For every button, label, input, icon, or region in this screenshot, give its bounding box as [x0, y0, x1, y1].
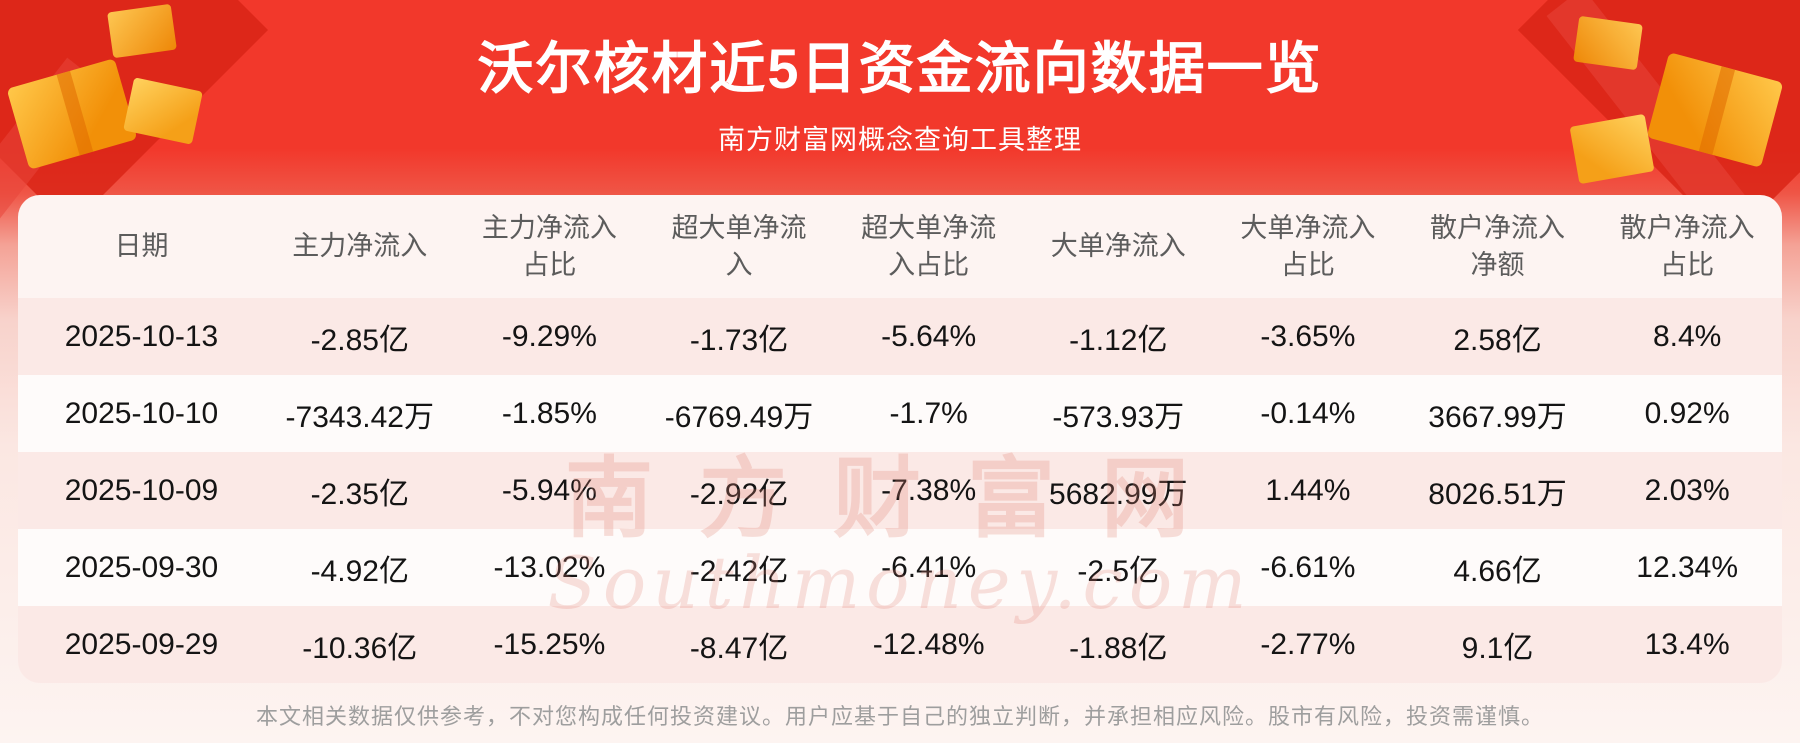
value-cell: -4.92亿 [310, 554, 409, 588]
value-cell: 12.34% [1636, 550, 1739, 584]
value-cell: -1.12亿 [1069, 323, 1168, 357]
fund-flow-table: 日期 主力净流入 主力净流入占比 超大单净流入 超大单净流入占比 大单净流入 大单净流入占比… [18, 195, 1782, 683]
value-cell: -3.65% [1260, 319, 1356, 353]
value-cell: -2.35亿 [310, 477, 409, 511]
value-cell: -10.36亿 [302, 631, 418, 665]
value-cell: -1.73亿 [689, 323, 789, 357]
value-cell: 1.44% [1265, 473, 1351, 507]
table-row: 2025-09-29 -10.36亿 -15.25% -8.47亿 -12.48% -1.… [18, 606, 1782, 683]
value-cell: -8.47亿 [689, 631, 789, 665]
header-cell: 大单净流入占比 [1240, 213, 1376, 280]
value-cell: 4.66亿 [1453, 554, 1542, 588]
value-cell: 2.58亿 [1453, 323, 1542, 357]
date-cell: 2025-10-10 [64, 396, 219, 430]
value-cell: -2.92亿 [689, 477, 789, 511]
table-body: 2025-10-13 -2.85亿 -9.29% -1.73亿 -5.64% -1.12亿… [18, 298, 1782, 683]
page-subtitle: 南方财富网概念查询工具整理 [718, 125, 1082, 155]
value-cell: -12.48% [872, 627, 985, 661]
value-cell: -9.29% [501, 319, 597, 353]
value-cell: -5.94% [501, 473, 597, 507]
date-cell: 2025-09-30 [64, 550, 219, 584]
disclaimer-text: 本文相关数据仅供参考，不对您构成任何投资建议。用户应基于自己的独立判断，并承担相… [255, 704, 1544, 729]
value-cell: -2.77% [1260, 627, 1356, 661]
value-cell: 8.4% [1652, 319, 1722, 353]
header-cell: 大单净流入 [1050, 231, 1186, 262]
value-cell: -1.88亿 [1069, 631, 1168, 665]
date-cell: 2025-09-29 [64, 627, 219, 661]
value-cell: 8026.51万 [1428, 477, 1567, 511]
header-cell: 超大单净流入占比 [861, 213, 997, 280]
date-cell: 2025-10-13 [64, 319, 219, 353]
header-cell: 散户净流入净额 [1430, 213, 1566, 280]
header-cell: 散户净流入占比 [1619, 213, 1755, 280]
value-cell: -13.02% [493, 550, 606, 584]
value-cell: -6.61% [1260, 550, 1356, 584]
value-cell: -1.7% [889, 396, 968, 430]
value-cell: 9.1亿 [1461, 631, 1534, 665]
value-cell: -573.93万 [1052, 400, 1185, 434]
header-cell: 主力净流入占比 [481, 213, 617, 280]
value-cell: -2.85亿 [310, 323, 409, 357]
header-cell: 主力净流入 [292, 231, 428, 262]
value-cell: -7343.42万 [285, 400, 434, 434]
value-cell: -6.41% [881, 550, 977, 584]
value-cell: 13.4% [1644, 627, 1730, 661]
value-cell: -0.14% [1260, 396, 1356, 430]
value-cell: -1.85% [501, 396, 597, 430]
value-cell: 0.92% [1644, 396, 1730, 430]
table-header-row: 日期 主力净流入 主力净流入占比 超大单净流入 超大单净流入占比 大单净流入 大单净流入占比… [18, 195, 1782, 298]
value-cell: 3667.99万 [1428, 400, 1567, 434]
value-cell: -15.25% [493, 627, 606, 661]
table-row: 2025-09-30 -4.92亿 -13.02% -2.42亿 -6.41% -2.5亿… [18, 529, 1782, 606]
page-title: 沃尔核材近5日资金流向数据一览 [477, 37, 1323, 100]
table-row: 2025-10-10 -7343.42万 -1.85% -6769.49万 -1.7% -… [18, 375, 1782, 452]
value-cell: -2.5亿 [1077, 554, 1160, 588]
header-cell: 超大单净流入 [671, 213, 807, 280]
table-row: 2025-10-09 -2.35亿 -5.94% -2.92亿 -7.38% 5682.9… [18, 452, 1782, 529]
date-cell: 2025-10-09 [64, 473, 219, 507]
header-cell: 日期 [114, 231, 169, 262]
value-cell: 5682.99万 [1049, 477, 1188, 511]
value-cell: -5.64% [881, 319, 977, 353]
value-cell: 2.03% [1644, 473, 1730, 507]
value-cell: -6769.49万 [664, 400, 814, 434]
value-cell: -2.42亿 [689, 554, 789, 588]
table-row: 2025-10-13 -2.85亿 -9.29% -1.73亿 -5.64% -1.12亿… [18, 298, 1782, 375]
value-cell: -7.38% [881, 473, 977, 507]
